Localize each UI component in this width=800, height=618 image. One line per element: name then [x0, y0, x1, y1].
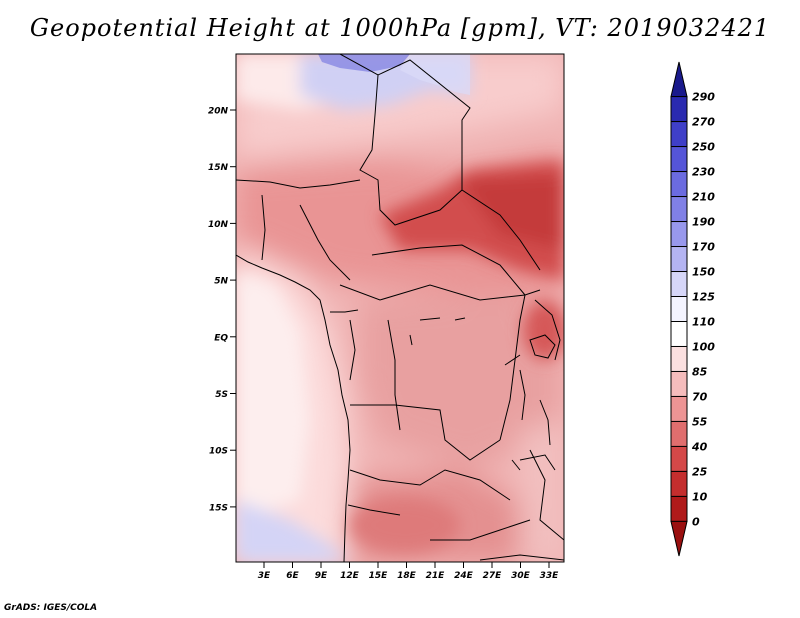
colorbar-label: 100 — [692, 340, 715, 353]
lat-label: 20N — [208, 107, 229, 117]
lat-label: 15N — [208, 163, 229, 173]
grads-credit: GrADS: IGES/COLA — [4, 603, 98, 613]
colorbar-segment — [670, 121, 688, 148]
colorbar-segment — [670, 470, 688, 497]
colorbar-label: 230 — [692, 166, 715, 179]
colorbar-segment — [670, 395, 688, 422]
lon-label: 33E — [540, 571, 560, 581]
lon-label: 6E — [286, 571, 299, 581]
colorbar-segment — [670, 345, 688, 372]
colorbar-label: 210 — [692, 191, 715, 204]
colorbar-label: 10 — [692, 490, 708, 503]
lat-label: 15S — [209, 503, 228, 513]
colorbar-segment — [670, 445, 688, 472]
colorbar-segment — [670, 296, 688, 322]
colorbar-label: 125 — [692, 291, 715, 304]
lon-label: 15E — [369, 571, 389, 581]
longitude-axis: 3E 6E 9E 12E 15E 18E 21E 24E 27E 30E 33E — [258, 562, 559, 581]
lon-label: 27E — [483, 571, 503, 581]
colorbar-segment — [670, 246, 688, 273]
colorbar-label: 250 — [692, 141, 715, 154]
lon-label: 12E — [340, 571, 360, 581]
lat-label: 10S — [209, 447, 228, 457]
colorbar-segment — [670, 221, 688, 248]
colorbar-segment — [670, 196, 688, 223]
lat-label: 10N — [208, 220, 229, 230]
colorbar-label: 170 — [692, 241, 715, 254]
colorbar-segment — [670, 146, 688, 173]
lon-label: 9E — [315, 571, 328, 581]
latitude-axis: 20N 15N 10N 5N EQ 5S 10S 15S — [208, 107, 236, 513]
colorbar-label: 70 — [692, 390, 708, 403]
colorbar-segment — [670, 495, 688, 522]
lat-label: 5S — [215, 390, 228, 400]
map-frame — [235, 53, 565, 563]
chart-title: Geopotential Height at 1000hPa [gpm], VT… — [29, 14, 771, 42]
colorbar-label: 55 — [692, 415, 708, 428]
colorbar-bottom-arrow — [670, 520, 688, 557]
colorbar-segment — [670, 96, 688, 123]
country-boundaries — [236, 54, 564, 562]
lon-label: 21E — [426, 571, 446, 581]
colorbar-label: 190 — [692, 216, 715, 229]
colorbar-label: 0 — [692, 515, 700, 528]
shaded-field — [236, 54, 564, 562]
lat-label: EQ — [214, 333, 228, 343]
colorbar-label: 25 — [692, 465, 708, 478]
colorbar-segment — [670, 171, 688, 198]
lon-label: 3E — [258, 571, 271, 581]
lon-label: 30E — [511, 571, 531, 581]
lon-label: 24E — [454, 571, 474, 581]
colorbar-segment — [670, 271, 688, 298]
colorbar-label: 110 — [692, 315, 715, 328]
colorbar-segment — [670, 320, 688, 347]
colorbar-label: 85 — [692, 365, 708, 378]
colorbar-label: 290 — [692, 91, 715, 104]
colorbar: 2902702502302101901701501251101008570554… — [670, 61, 715, 557]
colorbar-label: 270 — [692, 116, 715, 129]
lon-label: 18E — [397, 571, 417, 581]
lat-label: 5N — [214, 277, 228, 287]
colorbar-top-arrow — [670, 61, 688, 98]
colorbar-segment — [670, 370, 688, 397]
colorbar-label: 40 — [691, 440, 708, 453]
colorbar-segment — [670, 420, 688, 447]
colorbar-label: 150 — [692, 266, 715, 279]
